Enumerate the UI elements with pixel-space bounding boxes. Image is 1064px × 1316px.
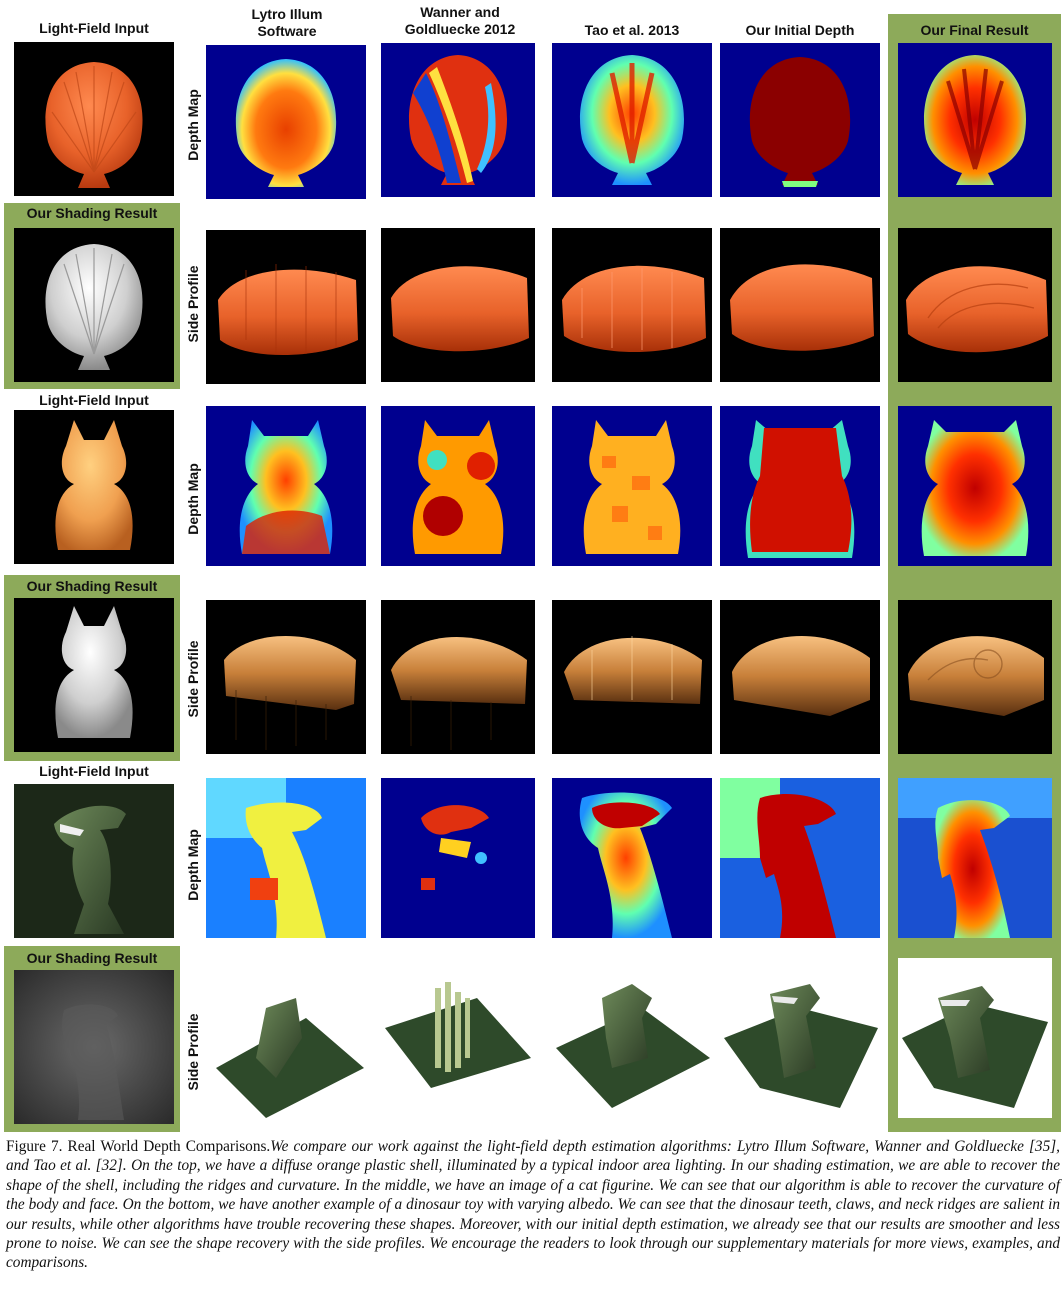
cat-shading-image (14, 598, 174, 752)
row-label-depth-map-3: Depth Map (185, 829, 201, 901)
shell-depth-final (898, 43, 1052, 197)
row-label-side-profile-1: Side Profile (185, 265, 201, 343)
figure-caption: Figure 7. Real World Depth Comparisons.W… (6, 1137, 1060, 1273)
dino-depth-initial (720, 778, 880, 938)
cat-input-image (14, 410, 174, 564)
header-lytro: Lytro Illum Software (251, 6, 323, 39)
caption-body: We compare our work against the light-fi… (6, 1138, 1061, 1272)
header-final: Our Final Result (920, 22, 1029, 38)
header-light-field-input: Light-Field Input (39, 20, 149, 36)
header-wanner: Wanner and Goldluecke 2012 (404, 4, 516, 37)
shell-input-image (14, 42, 174, 196)
shell-depth-initial (720, 43, 880, 197)
dino-profile-initial (720, 958, 880, 1118)
label-shading-result-2: Our Shading Result (26, 578, 158, 594)
label-light-field-input-2: Light-Field Input (39, 392, 149, 408)
shell-profile-final (898, 228, 1052, 382)
dino-input-image (14, 784, 174, 938)
cat-profile-lytro (206, 600, 366, 754)
shell-profile-tao (552, 228, 712, 382)
dino-depth-lytro (206, 778, 366, 938)
shell-depth-wanner (381, 43, 535, 197)
dino-profile-lytro (206, 958, 366, 1118)
label-light-field-input-3: Light-Field Input (39, 763, 149, 779)
header-tao: Tao et al. 2013 (584, 22, 680, 38)
shell-profile-wanner (381, 228, 535, 382)
label-shading-result-1: Our Shading Result (26, 205, 158, 221)
cat-depth-tao (552, 406, 712, 566)
shell-depth-lytro (206, 45, 366, 199)
cat-profile-initial (720, 600, 880, 754)
cat-profile-final (898, 600, 1052, 754)
dino-profile-wanner (381, 958, 535, 1118)
cat-depth-final (898, 406, 1052, 566)
cat-profile-wanner (381, 600, 535, 754)
dino-profile-tao (552, 958, 712, 1118)
dino-depth-tao (552, 778, 712, 938)
shell-depth-tao (552, 43, 712, 197)
dino-shading-image (14, 970, 174, 1124)
final-result-panel (888, 14, 1061, 1132)
row-label-side-profile-2: Side Profile (185, 640, 201, 718)
shell-shading-image (14, 228, 174, 382)
caption-figure-label: Figure 7. Real World Depth Comparisons. (6, 1138, 271, 1155)
dino-profile-final (898, 958, 1052, 1118)
row-label-side-profile-3: Side Profile (185, 1013, 201, 1091)
cat-depth-wanner (381, 406, 535, 566)
dino-depth-final (898, 778, 1052, 938)
cat-depth-initial (720, 406, 880, 566)
cat-profile-tao (552, 600, 712, 754)
row-label-depth-map-1: Depth Map (185, 89, 201, 161)
label-shading-result-3: Our Shading Result (26, 950, 158, 966)
header-initial: Our Initial Depth (745, 22, 855, 38)
shell-profile-lytro (206, 230, 366, 384)
shell-profile-initial (720, 228, 880, 382)
row-label-depth-map-2: Depth Map (185, 463, 201, 535)
dino-depth-wanner (381, 778, 535, 938)
cat-depth-lytro (206, 406, 366, 566)
